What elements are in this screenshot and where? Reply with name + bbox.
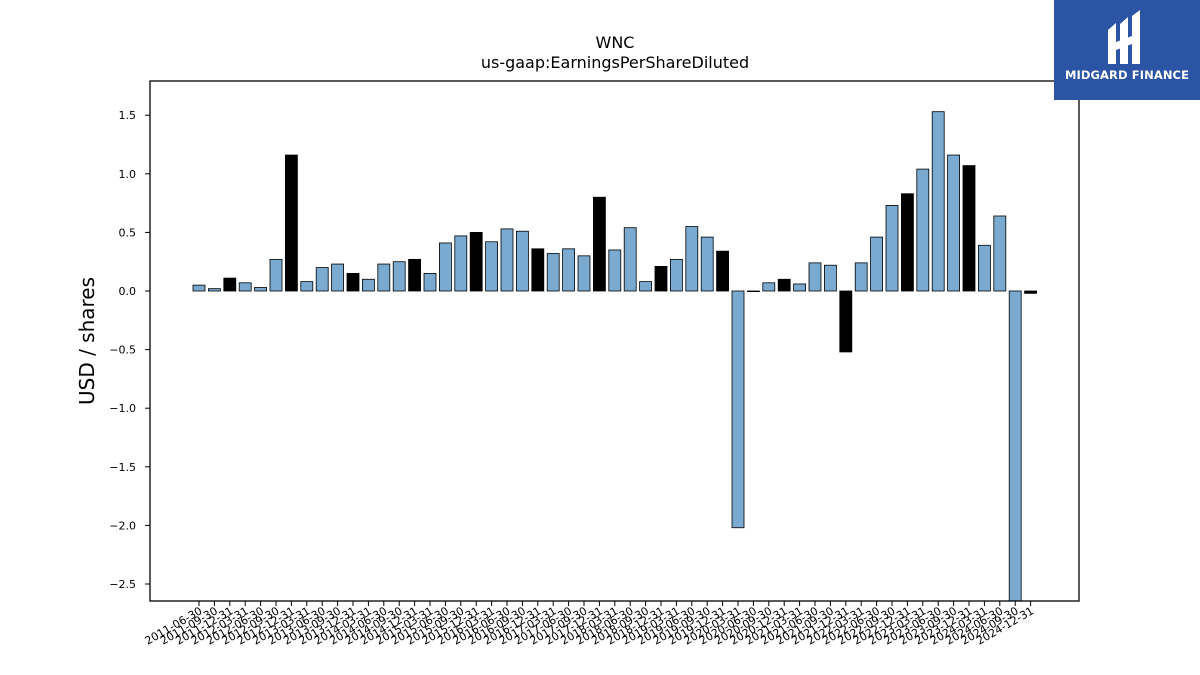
bar-2016-03-31 xyxy=(485,241,499,292)
bar-2024-09-30 xyxy=(1008,290,1022,602)
bar-2022-12-31 xyxy=(901,193,914,292)
bar-2015-03-31 xyxy=(423,273,437,292)
bar-2012-03-31 xyxy=(238,282,252,292)
y-tick-label: 0.5 xyxy=(119,226,137,239)
bar-2013-03-31 xyxy=(300,281,314,292)
bar-2021-06-30 xyxy=(808,262,822,292)
logo-text: MIDGARD FINANCE xyxy=(1064,68,1190,82)
bar-2018-12-31 xyxy=(654,265,668,292)
chart-title: WNC xyxy=(596,33,635,52)
y-tick-label: −0.5 xyxy=(109,344,136,357)
bar-2015-12-31 xyxy=(469,231,483,292)
bar-2012-09-30 xyxy=(269,258,283,292)
bar-2015-09-30 xyxy=(454,235,468,292)
bar-2013-12-31 xyxy=(346,273,360,292)
y-axis-label: USD / shares xyxy=(75,277,99,405)
bar-2023-06-30 xyxy=(931,111,945,292)
bar-2013-06-30 xyxy=(315,267,329,292)
bar-2020-12-31 xyxy=(777,278,791,292)
midgard-finance-logo: MIDGARD FINANCE xyxy=(1054,0,1200,100)
bar-2018-09-30 xyxy=(639,281,652,292)
bar-2021-12-31 xyxy=(839,290,853,353)
bar-2011-12-31 xyxy=(223,277,237,292)
x-axis: 2011-06-302011-09-302011-12-312012-03-31… xyxy=(143,601,1036,648)
bar-2022-03-31 xyxy=(854,262,868,292)
bar-2014-03-31 xyxy=(361,278,375,292)
bar-2023-09-30 xyxy=(947,154,960,292)
bar-2019-06-30 xyxy=(685,226,699,292)
y-tick-label: −2.5 xyxy=(109,578,136,591)
bar-2021-09-30 xyxy=(824,264,837,292)
bar-2016-06-30 xyxy=(500,228,514,292)
y-tick-label: 0.0 xyxy=(119,285,137,298)
bar-2017-12-31 xyxy=(593,196,606,292)
bar-2024-06-30 xyxy=(993,215,1007,292)
midgard-logo-icon xyxy=(1108,10,1140,64)
y-tick-label: −1.0 xyxy=(109,402,136,415)
bar-2016-09-30 xyxy=(516,230,529,292)
bar-2022-09-30 xyxy=(885,205,899,292)
bar-2019-12-31 xyxy=(716,250,729,292)
bar-2019-09-30 xyxy=(700,236,714,292)
bar-2011-06-30 xyxy=(192,284,206,292)
bar-2013-09-30 xyxy=(331,263,345,292)
bar-2020-09-30 xyxy=(762,282,776,292)
bar-2018-06-30 xyxy=(623,227,637,292)
bar-2012-06-30 xyxy=(254,287,268,292)
bar-2022-06-30 xyxy=(870,236,883,292)
bar-2020-06-30 xyxy=(747,290,760,293)
bar-2024-12-31 xyxy=(1024,290,1037,294)
bar-2023-12-31 xyxy=(962,165,976,292)
y-tick-label: −2.0 xyxy=(109,519,136,532)
bar-2020-03-31 xyxy=(731,290,745,529)
chart-subtitle: us-gaap:EarningsPerShareDiluted xyxy=(481,53,749,72)
bar-2017-06-30 xyxy=(562,248,575,292)
bar-series xyxy=(192,111,1037,602)
y-tick-label: 1.0 xyxy=(119,168,137,181)
bar-2014-09-30 xyxy=(392,261,406,292)
y-tick-label: 1.5 xyxy=(119,109,137,122)
bar-2019-03-31 xyxy=(670,258,683,292)
bar-2023-03-31 xyxy=(916,168,930,292)
bar-2021-03-31 xyxy=(793,283,806,292)
bar-2014-06-30 xyxy=(377,263,391,292)
bar-2017-09-30 xyxy=(577,255,591,292)
y-tick-label: −1.5 xyxy=(109,461,136,474)
bar-2018-03-31 xyxy=(608,249,622,292)
bar-2016-12-31 xyxy=(531,248,545,292)
bar-2017-03-31 xyxy=(546,253,560,292)
bar-2014-12-31 xyxy=(408,258,422,292)
y-axis: 1.5 1.0 0.5 0.0 −0.5 −1.0 −1.5 −2.0 −2.5 xyxy=(109,109,150,591)
bar-2015-06-30 xyxy=(438,242,452,292)
plot-frame xyxy=(149,80,1080,602)
bar-2011-09-30 xyxy=(207,288,221,292)
bar-2012-12-31 xyxy=(284,154,298,292)
bar-2024-03-31 xyxy=(978,244,991,292)
